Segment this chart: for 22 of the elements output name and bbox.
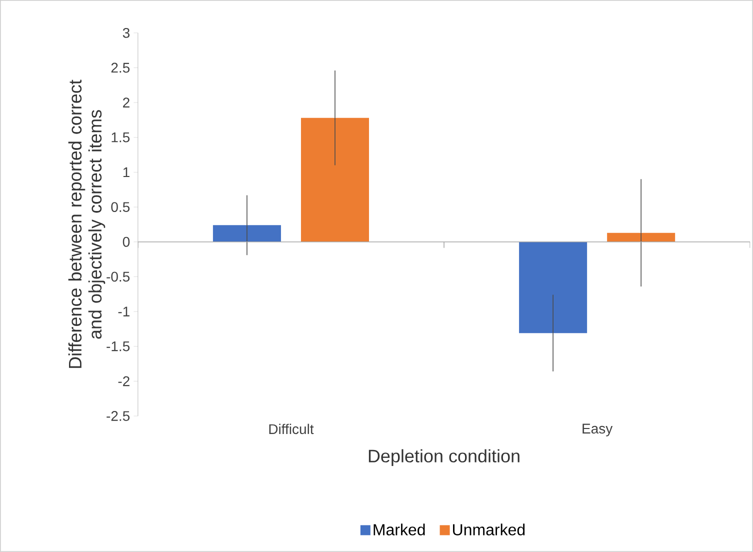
legend-label: Marked: [374, 524, 425, 536]
y-tick-label: 2.5: [111, 62, 130, 73]
y-tick-label: 2: [123, 98, 130, 108]
bar: [519, 242, 588, 334]
bar: [300, 118, 369, 242]
y-axis-title: Difference between reported correct and objectively correct items: [68, 80, 106, 368]
y-tick-label: -1.5: [106, 342, 130, 352]
x-axis-title: Depletion condition: [368, 449, 520, 466]
y-tick-label: 1: [123, 167, 130, 178]
y-tick-label: -0.5: [106, 272, 130, 282]
x-tick-label: Easy: [582, 424, 613, 436]
y-tick-label: 0.5: [111, 202, 130, 212]
y-tick-label: 3: [122, 28, 130, 38]
legend-label: Unmarked: [453, 524, 525, 536]
y-tick-label: -2: [118, 376, 130, 386]
x-tick-label: Difficult: [269, 424, 314, 434]
y-tick-label: -1: [118, 306, 130, 316]
y-tick-label: -2.5: [106, 411, 130, 421]
y-tick-label: 1.5: [112, 132, 130, 142]
bar: [212, 225, 281, 242]
bar: [607, 232, 676, 242]
y-tick-label: 0: [122, 236, 130, 247]
